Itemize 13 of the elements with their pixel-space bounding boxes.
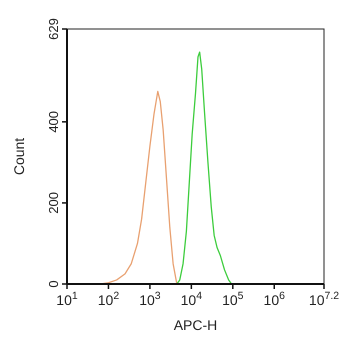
y-tick-label: 400 (46, 110, 61, 133)
x-tick-label: 10$^{5}$ (222, 290, 244, 308)
x-tick-label: 10$^{4}$ (180, 290, 202, 308)
x-tick-label: 10$^{2}$ (98, 290, 120, 308)
x-axis-title: APC-H (174, 317, 218, 333)
x-tick-label: 10$^{3}$ (139, 290, 161, 308)
y-axis-title: Count (11, 138, 27, 176)
x-tick-label: 10$^{7.2}$ (308, 290, 340, 308)
y-tick-label: 200 (46, 192, 61, 214)
x-tick-label: 10$^{6}$ (264, 290, 286, 308)
y-tick-label: 0 (46, 280, 61, 288)
x-tick-label: 10$^{1}$ (56, 290, 78, 308)
y-tick-label: 629 (46, 18, 61, 40)
